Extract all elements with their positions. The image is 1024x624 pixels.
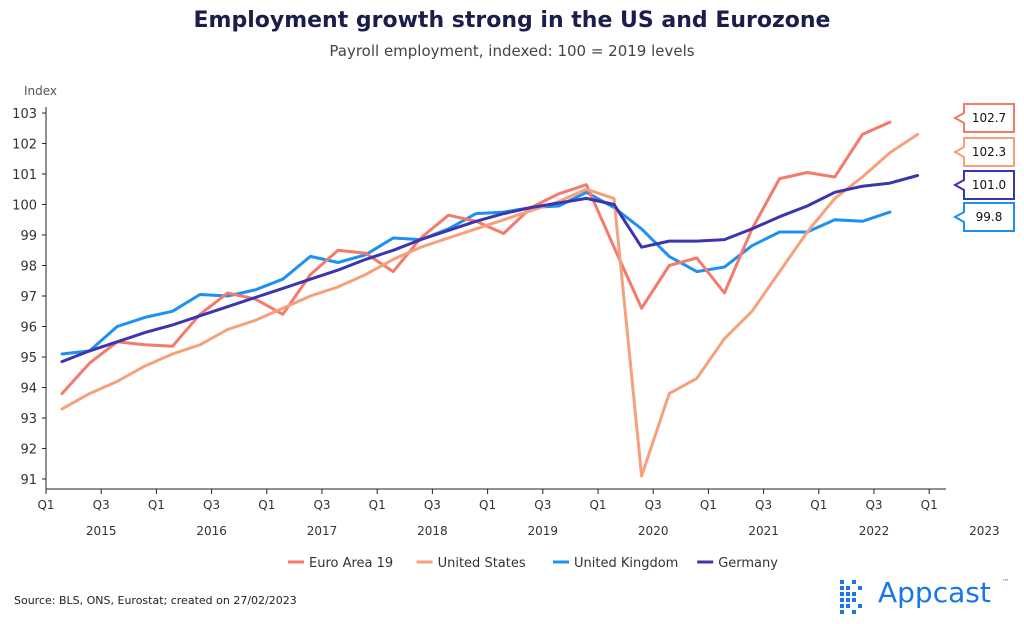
- value-callout-text: 102.3: [972, 145, 1006, 159]
- x-tick-label: Q3: [93, 498, 110, 512]
- value-callout-box: [952, 170, 1015, 200]
- legend-item: United States: [416, 556, 526, 571]
- y-tick-label: 97: [20, 290, 37, 305]
- y-tick-label: 95: [20, 351, 37, 366]
- value-callout-box: [952, 137, 1015, 167]
- y-tick-label: 100: [12, 199, 37, 214]
- legend-item: Germany: [697, 556, 778, 571]
- x-year-label: 2021: [748, 524, 779, 538]
- x-tick-label: Q1: [479, 498, 496, 512]
- x-year-label: 2015: [86, 524, 117, 538]
- x-tick-label: Q1: [700, 498, 717, 512]
- value-callout-text: 102.7: [972, 111, 1006, 125]
- x-year-label: 2019: [528, 524, 559, 538]
- y-tick-label: 102: [12, 138, 37, 153]
- chart-subtitle: Payroll employment, indexed: 100 = 2019 …: [329, 42, 695, 60]
- y-tick-label: 91: [20, 473, 37, 488]
- appcast-wordmark: Appcast: [878, 576, 991, 609]
- x-year-label: 2020: [638, 524, 669, 538]
- y-tick-label: 103: [12, 107, 37, 122]
- y-axis-label: Index: [24, 84, 57, 98]
- source-note: Source: BLS, ONS, Eurostat; created on 2…: [14, 594, 297, 607]
- trademark-mark: ™: [1002, 578, 1009, 586]
- y-tick-label: 94: [20, 382, 37, 397]
- appcast-logo: Appcast ™: [834, 572, 1014, 616]
- x-year-label: 2023: [969, 524, 1000, 538]
- x-tick-label: Q3: [313, 498, 330, 512]
- legend-item: Euro Area 19: [288, 556, 393, 571]
- x-year-label: 2016: [196, 524, 227, 538]
- x-tick-label: Q3: [203, 498, 220, 512]
- end-value-label: 102.7: [952, 103, 1015, 133]
- end-value-label: 101.0: [952, 170, 1015, 200]
- x-tick-label: Q1: [258, 498, 275, 512]
- x-tick-label: Q1: [148, 498, 165, 512]
- end-value-label: 102.3: [952, 137, 1015, 167]
- appcast-dots-icon: [840, 580, 862, 614]
- series-line-united-states: [60, 132, 920, 478]
- x-tick-label: Q3: [645, 498, 662, 512]
- chart-title: Employment growth strong in the US and E…: [193, 8, 831, 33]
- x-tick-label: Q3: [534, 498, 551, 512]
- value-callout-text: 99.8: [976, 210, 1003, 224]
- legend-label: United States: [438, 556, 526, 571]
- legend-item: United Kingdom: [553, 556, 678, 571]
- x-tick-label: Q3: [755, 498, 772, 512]
- y-tick-label: 96: [20, 321, 37, 336]
- y-tick-label: 98: [20, 260, 37, 275]
- x-tick-label: Q1: [589, 498, 606, 512]
- x-year-label: 2018: [417, 524, 448, 538]
- x-tick-label: Q3: [424, 498, 441, 512]
- x-tick-label: Q1: [810, 498, 827, 512]
- value-callout-box: [952, 202, 1015, 232]
- end-value-label: 99.8: [952, 202, 1015, 232]
- value-callout-text: 101.0: [972, 178, 1006, 192]
- y-tick-label: 101: [12, 168, 37, 183]
- value-callout-box: [952, 103, 1015, 133]
- series-line-united-kingdom: [60, 190, 892, 356]
- y-tick-label: 92: [20, 443, 37, 458]
- x-tick-label: Q1: [37, 498, 54, 512]
- x-tick-label: Q3: [865, 498, 882, 512]
- series-line-euro-area-19: [60, 120, 892, 396]
- legend-label: United Kingdom: [574, 556, 678, 571]
- legend-label: Germany: [718, 556, 778, 571]
- series-line-germany: [60, 174, 920, 364]
- x-year-label: 2022: [859, 524, 890, 538]
- x-year-label: 2017: [307, 524, 338, 538]
- y-tick-label: 93: [20, 412, 37, 427]
- legend-label: Euro Area 19: [309, 556, 393, 571]
- y-tick-label: 99: [20, 229, 37, 244]
- x-tick-label: Q1: [369, 498, 386, 512]
- x-tick-label: Q1: [921, 498, 938, 512]
